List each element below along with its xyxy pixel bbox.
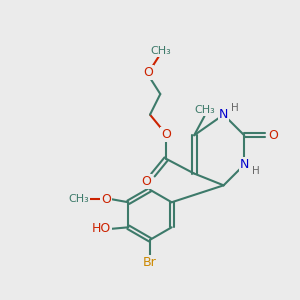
Text: N: N [239,158,249,171]
Text: O: O [161,128,171,141]
Text: O: O [142,175,152,188]
Text: O: O [144,66,154,79]
Text: CH₃: CH₃ [68,194,88,204]
Text: O: O [268,129,278,142]
Text: H: H [231,103,239,113]
Text: HO: HO [92,222,112,235]
Text: CH₃: CH₃ [194,105,215,115]
Text: Br: Br [143,256,157,269]
Text: CH₃: CH₃ [151,46,172,56]
Text: H: H [251,166,259,176]
Text: N: N [219,108,228,121]
Text: O: O [101,193,111,206]
